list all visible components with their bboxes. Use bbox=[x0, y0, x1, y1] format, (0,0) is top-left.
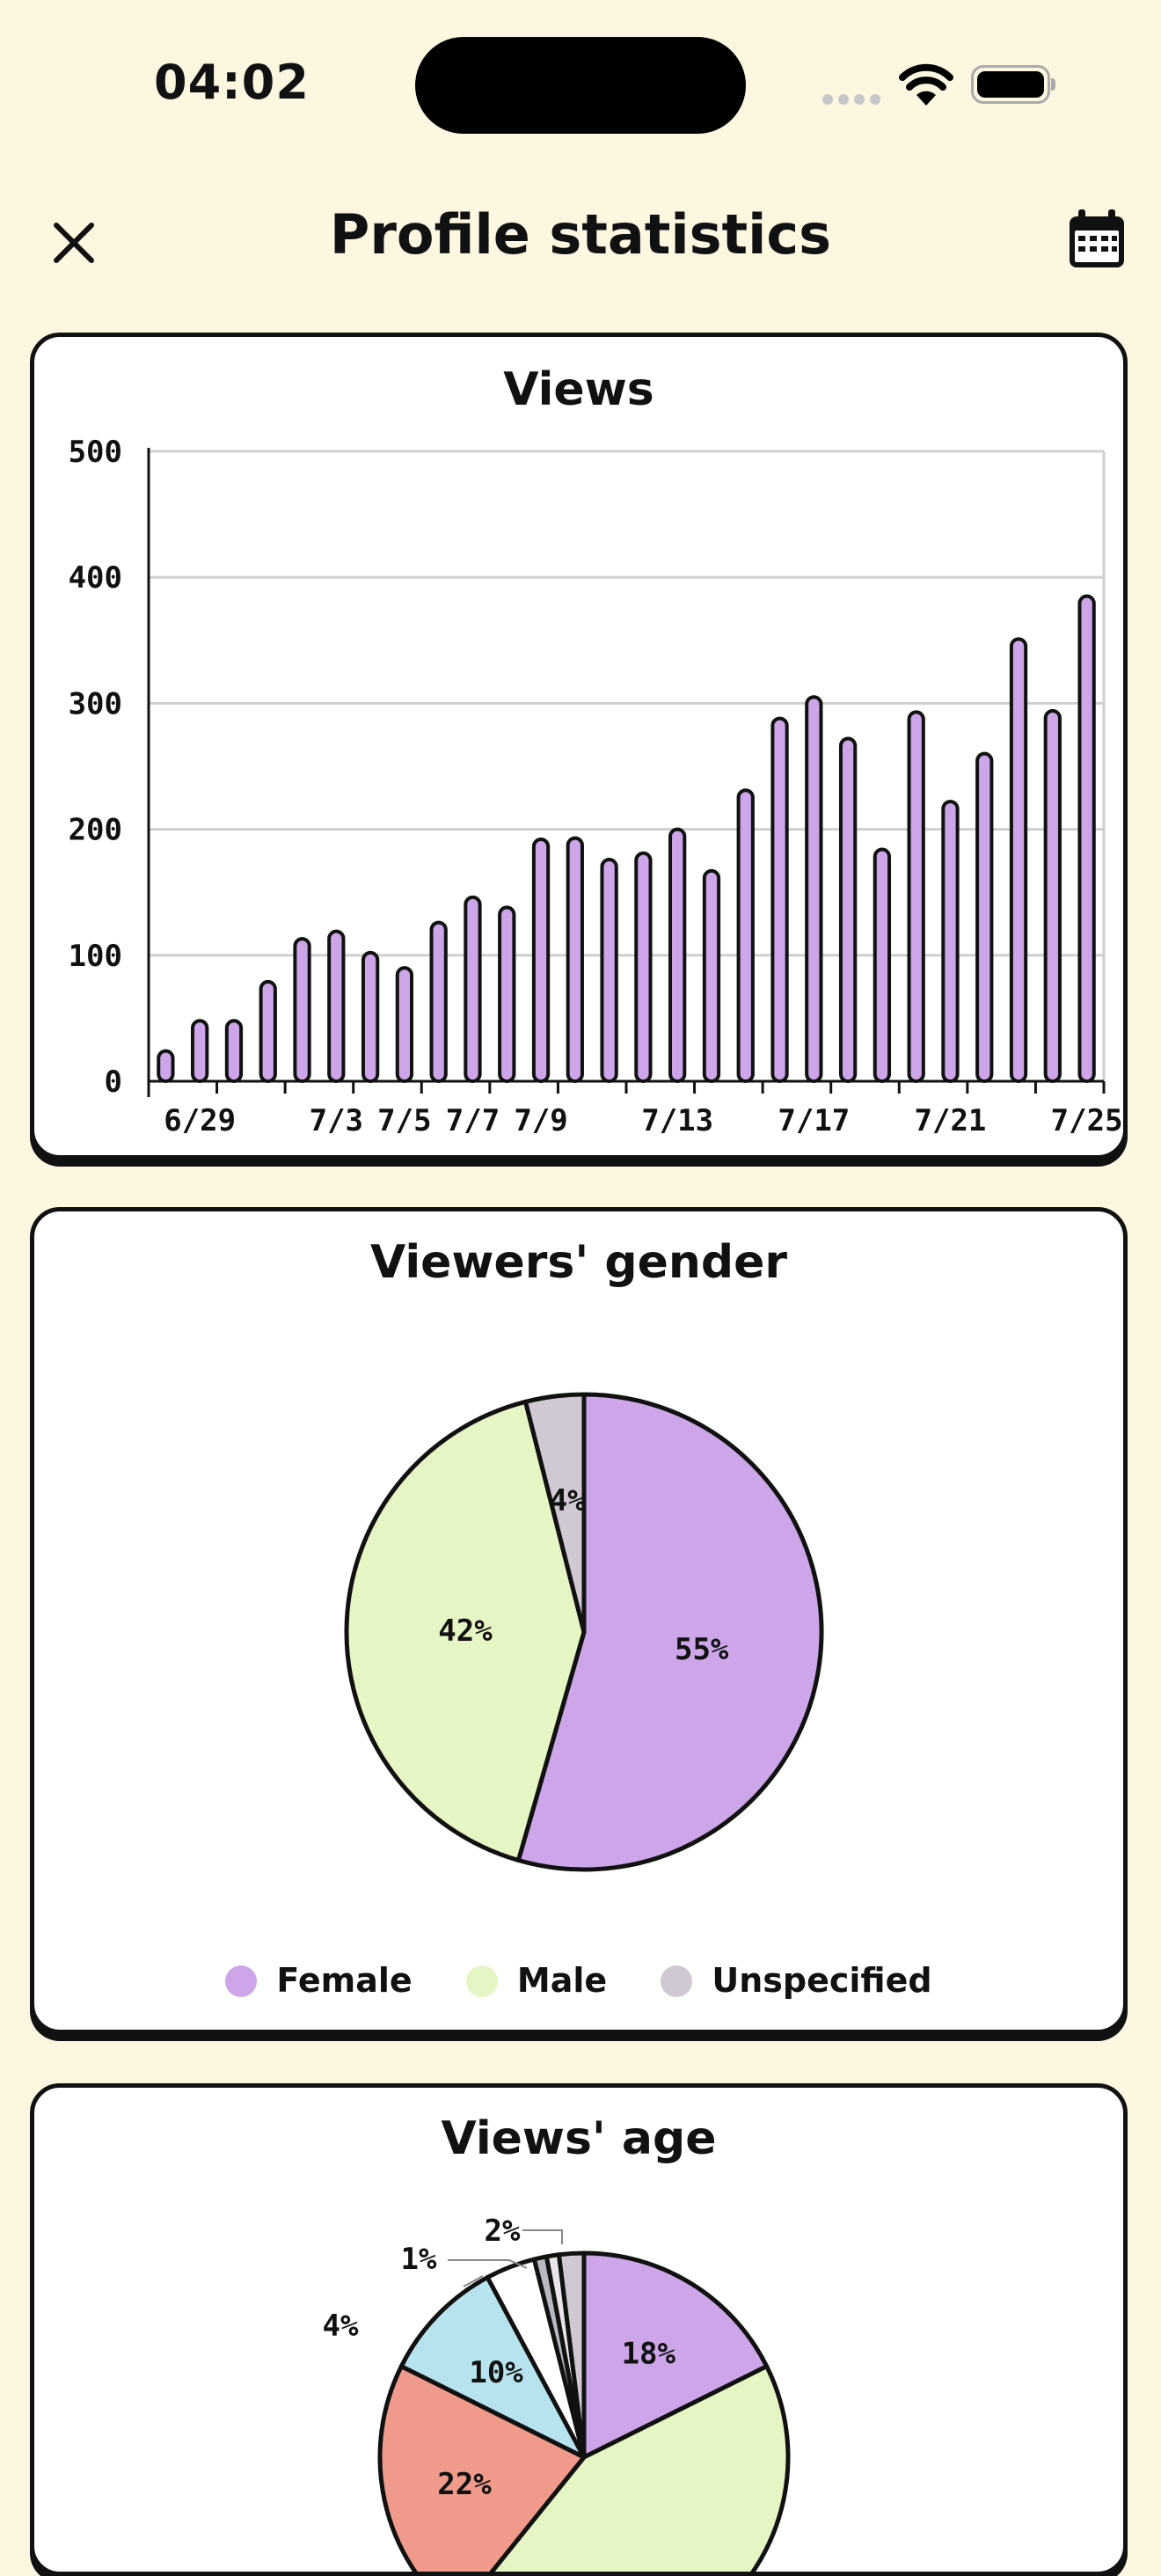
bar-7/4 bbox=[361, 950, 380, 1083]
legend-item-female[interactable]: Female bbox=[225, 1961, 413, 2000]
bar-7/1 bbox=[259, 979, 277, 1084]
gender-card: Viewers' gender 55% 42% 4% Female Male Uns… bbox=[30, 1207, 1128, 2034]
top-bar: Profile statistics bbox=[0, 176, 1161, 299]
views-card-title: Views bbox=[503, 363, 654, 416]
gender-legend: Female Male Unspecified bbox=[34, 1961, 1123, 2000]
bar-6/30 bbox=[224, 1019, 244, 1083]
bar-7/3 bbox=[327, 929, 346, 1083]
bar-7/19 bbox=[873, 847, 892, 1084]
bar-7/10 bbox=[566, 836, 584, 1084]
bar-7/12 bbox=[634, 851, 653, 1083]
bar-7/25 bbox=[1077, 594, 1096, 1083]
bar-7/13 bbox=[668, 827, 687, 1083]
x-tick-label: 7/25 bbox=[1051, 1103, 1123, 1138]
page-title: Profile statistics bbox=[329, 202, 832, 267]
y-tick-label: 500 bbox=[69, 435, 122, 470]
views-bar-chart: 0 100 200 300 400 500 6/29 7/3 7/5 7/7 7/9 7/13 7/17… bbox=[69, 435, 1123, 1138]
x-tick-label: 7/5 bbox=[377, 1103, 431, 1138]
bar-6/29 bbox=[191, 1019, 209, 1083]
bar-7/21 bbox=[941, 800, 960, 1083]
age-slice-label-4: 4% bbox=[323, 2309, 359, 2344]
y-tick-label: 300 bbox=[69, 686, 122, 721]
age-slice-1 bbox=[489, 2364, 791, 2572]
legend-item-male[interactable]: Male bbox=[465, 1961, 608, 2000]
bar-7/7 bbox=[464, 895, 482, 1083]
y-tick-label: 400 bbox=[69, 560, 122, 596]
legend-item-unspecified[interactable]: Unspecified bbox=[661, 1961, 932, 2000]
x-tick-label: 7/9 bbox=[514, 1103, 567, 1138]
bar-7/8 bbox=[498, 905, 516, 1083]
x-tick-label: 7/3 bbox=[310, 1103, 363, 1138]
female-pie-icon bbox=[225, 1965, 258, 1997]
calendar-icon[interactable] bbox=[1066, 208, 1128, 271]
age-slice-0 bbox=[581, 2250, 770, 2460]
gender-slice-2 bbox=[523, 1392, 587, 1635]
y-tick-label: 200 bbox=[69, 813, 122, 848]
age-leader-line bbox=[522, 2229, 563, 2244]
bar-7/2 bbox=[293, 937, 311, 1084]
age-card-title: Views' age bbox=[441, 2112, 717, 2165]
age-slice-2 bbox=[377, 2364, 587, 2572]
age-leader-line bbox=[448, 2259, 528, 2269]
gender-slice-1 bbox=[344, 1399, 587, 1862]
bar-7/16 bbox=[770, 716, 789, 1083]
dynamic-island bbox=[415, 37, 746, 134]
bar-7/14 bbox=[702, 868, 721, 1084]
close-icon[interactable] bbox=[42, 211, 106, 274]
bar-7/22 bbox=[975, 751, 994, 1083]
gender-pie-chart: 55% 42% 4% bbox=[344, 1392, 824, 1872]
bar-7/15 bbox=[736, 788, 755, 1083]
bar-7/6 bbox=[429, 920, 448, 1083]
gender-slice-label-2: 4% bbox=[550, 1483, 586, 1519]
views-card: Views 0 100 200 300 400 500 6/29 7/3 7/5 7/7 7/9 7/… bbox=[30, 333, 1128, 1160]
age-slice-label-3: 10% bbox=[469, 2355, 523, 2390]
status-time: 04:02 bbox=[154, 55, 310, 110]
gender-slice-label-0: 55% bbox=[675, 1632, 729, 1667]
x-tick-label: 7/21 bbox=[915, 1103, 987, 1138]
y-tick-label: 100 bbox=[69, 939, 122, 974]
age-card: Views' age 18% 22% 10% 4% 1% 2% bbox=[30, 2083, 1128, 2576]
x-tick-label: 6/29 bbox=[164, 1103, 236, 1138]
gender-slice-0 bbox=[515, 1392, 824, 1872]
legend-label-male: Male bbox=[516, 1961, 608, 2000]
x-tick-label: 7/7 bbox=[446, 1103, 500, 1138]
legend-label-unspecified: Unspecified bbox=[712, 1961, 932, 2000]
legend-label-female: Female bbox=[276, 1961, 413, 2000]
bar-7/17 bbox=[805, 695, 823, 1083]
cellular-signal-icon bbox=[822, 91, 886, 108]
bar-7/20 bbox=[907, 710, 925, 1083]
age-slice-label-5: 1% bbox=[401, 2242, 437, 2277]
bar-7/18 bbox=[838, 736, 858, 1083]
y-tick-label: 0 bbox=[105, 1065, 122, 1100]
gender-card-title: Viewers' gender bbox=[370, 1236, 787, 1289]
age-slice-label-0: 18% bbox=[622, 2337, 676, 2372]
x-tick-label: 7/13 bbox=[641, 1103, 713, 1138]
x-tick-label: 7/17 bbox=[778, 1103, 850, 1138]
male-pie-icon bbox=[465, 1965, 498, 1997]
bar-7/5 bbox=[395, 966, 414, 1083]
age-slice-label-7: 2% bbox=[485, 2214, 521, 2249]
age-leader-line bbox=[463, 2275, 484, 2287]
bar-7/9 bbox=[531, 838, 551, 1084]
age-slice-label-2: 22% bbox=[437, 2467, 492, 2502]
age-slice-7 bbox=[556, 2250, 587, 2460]
bar-6/28 bbox=[157, 1049, 175, 1084]
bar-7/11 bbox=[600, 857, 618, 1084]
bar-7/23 bbox=[1009, 637, 1028, 1083]
age-slice-3 bbox=[398, 2275, 587, 2460]
gender-slice-label-1: 42% bbox=[438, 1614, 493, 1649]
unspecified-pie-icon bbox=[661, 1965, 693, 1997]
battery-icon bbox=[971, 65, 1055, 104]
wifi-icon bbox=[899, 63, 953, 106]
bar-7/24 bbox=[1043, 708, 1062, 1083]
status-bar: 04:02 bbox=[0, 0, 1161, 167]
age-pie-chart: 18% 22% 10% 4% 1% 2% bbox=[323, 2214, 791, 2572]
